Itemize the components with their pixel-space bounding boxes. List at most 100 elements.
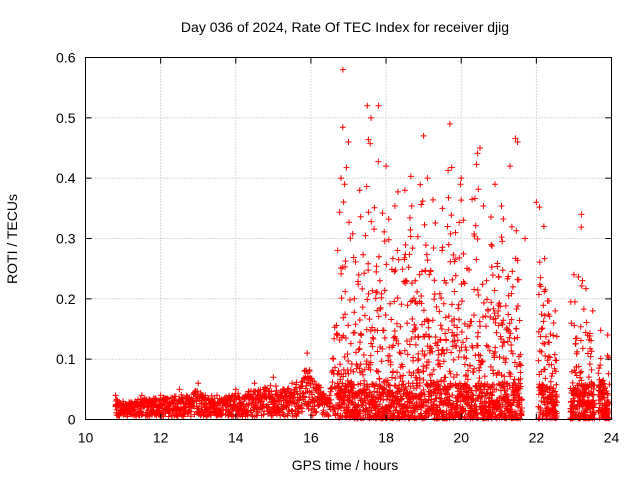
roti-point [540,223,547,230]
roti-point [488,299,495,306]
roti-point [405,264,412,271]
roti-point [490,305,497,312]
roti-point [552,307,559,314]
roti-point [331,335,338,342]
roti-point [397,350,404,357]
roti-point [484,306,491,313]
roti-point [462,373,469,380]
roti-point [472,222,479,229]
roti-point [497,303,504,310]
roti-point [412,341,419,348]
roti-point [195,380,202,387]
roti-point [475,291,482,298]
roti-point [484,296,491,303]
roti-point [342,335,349,342]
roti-point [483,277,490,284]
roti-point [437,322,444,329]
y-tick-label: 0 [68,412,76,428]
roti-point [515,390,522,397]
roti-point [518,404,525,411]
roti-point [393,320,400,327]
roti-point [513,306,520,313]
roti-point [352,321,359,328]
roti-point [480,299,487,306]
roti-point [509,350,516,357]
roti-point [406,251,413,258]
roti-point [407,383,414,390]
roti-point [359,368,366,375]
roti-point [371,226,378,233]
roti-point [376,401,383,408]
roti-point [383,261,390,268]
roti-point [357,339,364,346]
roti-point [479,358,486,365]
roti-point [457,181,464,188]
roti-point [351,295,358,302]
roti-point [547,354,554,361]
roti-point [395,256,402,263]
roti-point [420,132,427,139]
roti-point [514,138,521,145]
roti-point [331,364,338,371]
roti-point [547,378,554,385]
roti-point [306,366,313,373]
roti-point [345,219,352,226]
roti-point [491,310,498,317]
roti-point [385,236,392,243]
roti-point [458,197,465,204]
roti-point [391,298,398,305]
roti-point [477,145,483,151]
roti-point [340,314,347,321]
roti-point [489,272,496,279]
roti-point [588,390,595,397]
roti-point [401,347,408,354]
roti-point [299,408,306,415]
roti-point [572,340,579,347]
roti-point [438,326,445,333]
y-tick-label: 0.4 [56,170,76,186]
roti-point [375,102,382,109]
roti-point [440,300,447,307]
roti-point [298,379,305,386]
roti-point [445,313,452,320]
roti-point [392,375,399,382]
roti-point [440,378,447,385]
roti-point [374,327,381,334]
roti-point [402,241,409,248]
roti-point [374,348,381,355]
roti-point [511,335,518,342]
roti-point [474,415,481,422]
roti-point [359,285,366,292]
roti-point [513,325,520,332]
roti-point [431,277,438,284]
roti-point [502,359,509,366]
roti-point [514,257,521,264]
roti-point [394,188,401,195]
roti-point [445,167,452,174]
roti-point [345,370,352,377]
roti-point [577,323,584,330]
roti-point [400,372,407,379]
roti-point [511,376,518,383]
roti-point [583,319,590,326]
roti-point [228,413,235,420]
roti-point [372,295,379,302]
roti-point [429,317,436,324]
roti-point [369,334,376,341]
roti-point [588,366,595,373]
roti-point [586,330,593,337]
roti-point [545,353,552,360]
roti-point [500,382,507,389]
roti-point [439,244,446,251]
roti-point [578,282,585,289]
roti-point [367,352,374,359]
roti-point [342,311,349,318]
x-tick-label: 24 [604,430,620,446]
roti-point [418,293,425,300]
roti-point [482,313,489,320]
roti-point [355,281,362,288]
roti-point [492,181,499,188]
roti-point [355,346,362,353]
roti-point [500,216,507,223]
roti-point [585,374,592,381]
